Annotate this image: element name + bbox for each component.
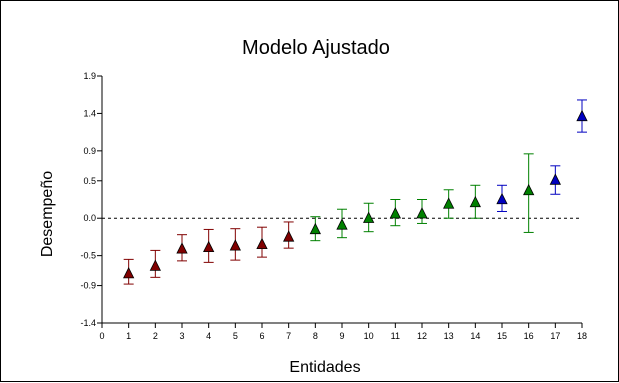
x-tick-label: 3: [179, 331, 184, 341]
triangle-marker: [283, 230, 295, 242]
data-point-4: [203, 228, 215, 263]
data-point-17: [549, 165, 561, 195]
y-tick-label: 1.9: [83, 71, 96, 81]
triangle-marker: [549, 173, 561, 185]
data-point-1: [123, 258, 135, 285]
data-point-10: [363, 202, 375, 233]
triangle-marker: [309, 222, 321, 235]
data-point-6: [256, 226, 268, 258]
y-tick-label: 0.5: [83, 176, 96, 186]
data-point-7: [283, 221, 295, 249]
y-tick-label: 1.4: [83, 108, 96, 118]
x-axis-title: Entidades: [289, 359, 360, 376]
x-tick-label: 0: [99, 331, 104, 341]
data-marks: [123, 99, 588, 285]
triangle-marker: [123, 266, 135, 279]
x-tick-label: 18: [577, 331, 587, 341]
data-point-5: [229, 228, 241, 261]
chart-title: Modelo Ajustado: [242, 37, 390, 59]
x-tick-label: 17: [550, 331, 560, 341]
triangle-marker: [443, 197, 455, 209]
triangle-marker: [176, 242, 188, 254]
data-point-9: [336, 208, 348, 239]
data-point-3: [176, 234, 188, 262]
data-point-11: [389, 199, 401, 227]
data-point-12: [416, 199, 428, 224]
data-point-15: [496, 184, 508, 212]
axes: 1.91.40.90.50.0-0.5-0.9-1.40 1 2 3 4 5 6 7 8 9 10 1…: [80, 71, 587, 341]
y-tick-label: -0.5: [80, 251, 96, 261]
triangle-marker: [336, 218, 348, 230]
triangle-marker: [389, 207, 401, 219]
y-tick-label: -1.4: [80, 318, 96, 328]
x-tick-label: 4: [206, 331, 211, 341]
x-tick-label: 11: [391, 331, 400, 341]
x-tick-label: 8: [313, 331, 318, 341]
triangle-marker: [256, 237, 268, 250]
y-tick-label: 0.9: [83, 146, 96, 156]
x-tick-label: 7: [286, 331, 291, 341]
triangle-marker: [523, 183, 535, 196]
triangle-marker: [496, 192, 508, 205]
data-point-2: [149, 249, 161, 278]
triangle-marker: [469, 195, 481, 208]
y-axis-title: Desempeño: [39, 171, 56, 257]
triangle-marker: [363, 211, 375, 223]
x-tick-label: 12: [417, 331, 427, 341]
x-tick-label: 10: [364, 331, 374, 341]
data-point-16: [523, 153, 535, 233]
x-tick-label: 6: [259, 331, 264, 341]
data-point-13: [443, 189, 455, 219]
x-tick-label: 14: [470, 331, 480, 341]
triangle-marker: [149, 259, 161, 271]
x-tick-label: 2: [153, 331, 158, 341]
triangle-marker: [229, 239, 241, 251]
triangle-marker: [576, 109, 588, 122]
x-tick-label: 5: [233, 331, 238, 341]
y-tick-label: 0.0: [83, 213, 96, 223]
data-point-14: [469, 184, 481, 219]
data-point-18: [576, 99, 588, 133]
x-tick-label: 1: [126, 331, 131, 341]
x-tick-label: 13: [444, 331, 454, 341]
x-tick-label: 15: [497, 331, 507, 341]
y-tick-label: -0.9: [80, 281, 96, 291]
x-tick-label: 16: [524, 331, 534, 341]
x-tick-label: 9: [339, 331, 344, 341]
data-point-8: [309, 216, 321, 242]
triangle-marker: [416, 207, 428, 219]
triangle-marker: [203, 240, 215, 253]
